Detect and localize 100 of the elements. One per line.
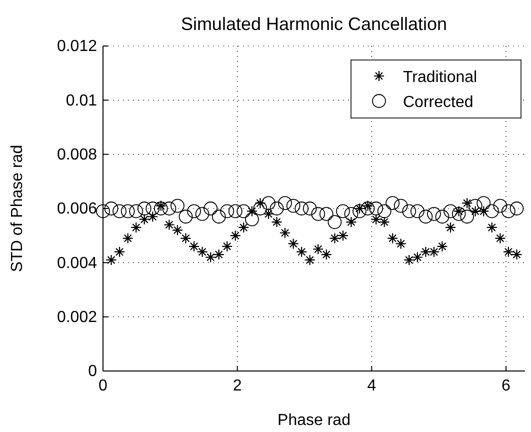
point: [238, 222, 250, 234]
point: [377, 204, 392, 218]
point: [96, 204, 110, 218]
y-tick-label: 0.004: [56, 254, 98, 272]
point: [230, 230, 241, 242]
point: [302, 202, 317, 216]
point: [120, 204, 135, 218]
point: [155, 200, 166, 212]
point: [246, 206, 258, 217]
point: [344, 206, 358, 221]
point: [262, 196, 276, 210]
y-tick-label: 0.012: [56, 38, 98, 56]
point: [320, 248, 332, 260]
point: [137, 202, 152, 216]
point: [484, 204, 499, 218]
point: [462, 198, 473, 209]
point: [294, 202, 309, 216]
point: [188, 240, 200, 252]
point: [104, 202, 118, 216]
y-tick-label: 0.006: [56, 200, 98, 218]
point: [493, 198, 508, 213]
point: [394, 198, 408, 213]
point: [387, 232, 398, 244]
point: [146, 202, 160, 216]
point: [279, 227, 291, 238]
point: [253, 202, 268, 216]
point: [478, 206, 490, 217]
point: [494, 232, 506, 244]
point: [162, 202, 176, 216]
y-tick-label: 0.01: [66, 92, 98, 110]
point: [444, 222, 456, 234]
point: [254, 198, 266, 209]
point: [452, 206, 466, 221]
point: [346, 216, 357, 228]
point: [402, 204, 416, 218]
point: [435, 210, 450, 224]
y-tick-label: 0.002: [56, 308, 98, 326]
point: [220, 204, 234, 218]
point: [328, 215, 342, 229]
point: [511, 248, 522, 260]
point: [444, 204, 458, 218]
point: [378, 216, 390, 228]
point: [222, 240, 233, 252]
point: [468, 198, 482, 213]
point: [476, 196, 491, 210]
x-axis-title: Phase rad: [278, 412, 350, 429]
point: [486, 222, 498, 234]
point: [236, 204, 251, 218]
point: [418, 210, 433, 224]
point: [164, 219, 175, 230]
point: [502, 204, 516, 218]
point: [129, 204, 144, 218]
point: [370, 214, 382, 225]
point: [212, 210, 226, 224]
x-tick-label: 4: [367, 377, 376, 394]
point: [154, 202, 168, 216]
point: [304, 254, 316, 266]
x-tick-label: 2: [232, 377, 242, 394]
point: [187, 204, 201, 218]
point: [410, 204, 424, 218]
point: [172, 224, 184, 236]
point: [286, 198, 300, 213]
legend-label: Traditional: [403, 69, 478, 86]
point: [262, 208, 274, 220]
point: [312, 244, 324, 255]
point: [180, 232, 192, 244]
point: [196, 246, 208, 258]
x-tick-label: 6: [502, 377, 511, 394]
point: [296, 246, 308, 258]
point: [271, 216, 282, 228]
chart-title: Simulated Harmonic Cancellation: [180, 14, 448, 34]
y-tick-label: 0.008: [56, 146, 98, 164]
point: [228, 204, 242, 218]
point: [319, 206, 334, 221]
point: [270, 202, 284, 216]
legend-label: Corrected: [403, 94, 474, 111]
point: [460, 210, 474, 224]
point: [114, 246, 126, 258]
point: [204, 202, 218, 216]
y-tick-label: 0: [88, 363, 98, 380]
point: [245, 212, 259, 226]
point: [112, 204, 126, 218]
point: [130, 222, 142, 234]
point: [170, 198, 184, 213]
point: [386, 196, 400, 210]
point: [502, 246, 514, 258]
point: [195, 206, 210, 221]
point: [395, 238, 406, 250]
point: [311, 206, 326, 221]
point: [178, 210, 193, 224]
point: [122, 232, 134, 244]
point: [453, 206, 464, 217]
point: [369, 202, 384, 216]
point: [510, 202, 524, 216]
point: [336, 204, 350, 218]
y-axis-title: STD of Phase rad: [9, 144, 26, 272]
point: [278, 196, 292, 210]
point: [427, 206, 441, 221]
point: [470, 206, 481, 217]
point: [106, 254, 117, 266]
